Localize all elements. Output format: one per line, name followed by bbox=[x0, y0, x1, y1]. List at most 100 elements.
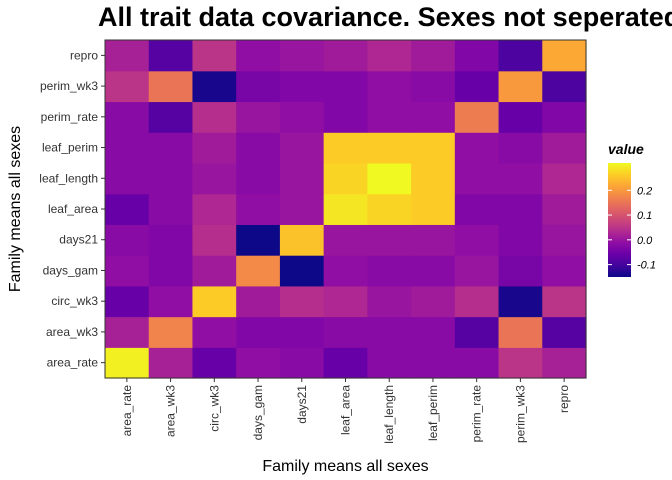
heatmap-cell-leaf_area-area_wk3 bbox=[148, 193, 194, 225]
y-tick-label: circ_wk3 bbox=[51, 294, 98, 308]
x-tick-label: leaf_length bbox=[382, 385, 396, 444]
heatmap-cell-days_gam-area_wk3 bbox=[148, 255, 194, 287]
heatmap-cell-area_wk3-repro bbox=[542, 316, 587, 348]
heatmap-cell-days_gam-perim_wk3 bbox=[498, 255, 543, 287]
heatmap-cell-circ_wk3-days21 bbox=[279, 285, 325, 318]
heatmap-cell-leaf_perim-perim_rate bbox=[454, 132, 500, 164]
heatmap-cell-days21-area_wk3 bbox=[148, 224, 194, 256]
x-tick-label: leaf_perim bbox=[426, 385, 440, 441]
x-tick-label: perim_wk3 bbox=[513, 385, 527, 443]
heatmap-cell-circ_wk3-perim_wk3 bbox=[498, 285, 543, 318]
heatmap-cell-leaf_area-perim_wk3 bbox=[498, 193, 543, 225]
heatmap-cell-area_wk3-perim_wk3 bbox=[498, 316, 543, 348]
heatmap-cell-leaf_length-leaf_area bbox=[323, 162, 368, 195]
y-tick-label: leaf_area bbox=[48, 202, 98, 216]
heatmap-cell-circ_wk3-area_wk3 bbox=[148, 285, 194, 318]
heatmap-cell-days_gam-circ_wk3 bbox=[192, 255, 237, 287]
heatmap-cell-circ_wk3-leaf_area bbox=[323, 285, 368, 318]
heatmap-cell-days21-leaf_length bbox=[367, 224, 412, 256]
heatmap-cell-leaf_area-leaf_area bbox=[323, 193, 368, 225]
y-tick-label: repro bbox=[70, 48, 98, 62]
heatmap-cell-leaf_perim-leaf_length bbox=[367, 132, 412, 164]
heatmap-cell-circ_wk3-days_gam bbox=[236, 285, 281, 318]
heatmap-cell-repro-area_wk3 bbox=[148, 40, 194, 72]
heatmap-cell-leaf_perim-days_gam bbox=[236, 132, 281, 164]
heatmap-cell-days_gam-leaf_area bbox=[323, 255, 368, 287]
heatmap-cell-area_wk3-circ_wk3 bbox=[192, 316, 237, 348]
heatmap-cell-area_wk3-leaf_length bbox=[367, 316, 412, 348]
legend-tick-label: 0.0 bbox=[637, 235, 653, 247]
heatmap-cell-repro-leaf_area bbox=[323, 40, 368, 72]
heatmap-cell-leaf_area-area_rate bbox=[105, 193, 150, 225]
legend-title: value bbox=[608, 141, 644, 157]
heatmap-cell-days21-perim_wk3 bbox=[498, 224, 543, 256]
heatmap-cell-repro-perim_rate bbox=[454, 40, 500, 72]
heatmap-cell-leaf_length-circ_wk3 bbox=[192, 162, 237, 195]
x-tick-label: days_gam bbox=[251, 385, 265, 440]
heatmap-cells bbox=[105, 40, 587, 379]
heatmap-cell-perim_rate-repro bbox=[542, 101, 587, 133]
heatmap-cell-days21-days_gam bbox=[236, 224, 281, 256]
heatmap-cell-leaf_perim-leaf_perim bbox=[411, 132, 456, 164]
y-tick-label: perim_wk3 bbox=[40, 79, 98, 93]
heatmap-cell-leaf_perim-area_wk3 bbox=[148, 132, 194, 164]
heatmap-cell-repro-leaf_perim bbox=[411, 40, 456, 72]
heatmap-cell-leaf_length-area_rate bbox=[105, 162, 150, 195]
heatmap-cell-circ_wk3-perim_rate bbox=[454, 285, 500, 318]
heatmap-cell-days_gam-repro bbox=[542, 255, 587, 287]
heatmap-cell-leaf_length-leaf_length bbox=[367, 162, 412, 195]
heatmap-cell-perim_wk3-days_gam bbox=[236, 70, 281, 103]
heatmap-cell-area_rate-perim_wk3 bbox=[498, 347, 543, 379]
heatmap-cell-perim_wk3-perim_wk3 bbox=[498, 70, 543, 103]
heatmap-cell-perim_wk3-area_rate bbox=[105, 70, 150, 103]
heatmap-cell-circ_wk3-leaf_length bbox=[367, 285, 412, 318]
y-tick-label: area_wk3 bbox=[46, 325, 98, 339]
heatmap-cell-perim_rate-days21 bbox=[279, 101, 325, 133]
heatmap-cell-area_wk3-leaf_area bbox=[323, 316, 368, 348]
heatmap-cell-area_rate-days_gam bbox=[236, 347, 281, 379]
y-tick-label: days21 bbox=[59, 233, 98, 247]
heatmap-cell-area_wk3-area_wk3 bbox=[148, 316, 194, 348]
heatmap-cell-area_wk3-leaf_perim bbox=[411, 316, 456, 348]
heatmap-cell-perim_wk3-leaf_perim bbox=[411, 70, 456, 103]
heatmap-cell-perim_wk3-perim_rate bbox=[454, 70, 500, 103]
heatmap-cell-leaf_perim-days21 bbox=[279, 132, 325, 164]
heatmap-cell-repro-area_rate bbox=[105, 40, 150, 72]
heatmap-cell-circ_wk3-leaf_perim bbox=[411, 285, 456, 318]
x-tick-label: leaf_area bbox=[339, 385, 353, 435]
heatmap-cell-days21-leaf_area bbox=[323, 224, 368, 256]
heatmap-cell-leaf_area-repro bbox=[542, 193, 587, 225]
x-tick-label: repro bbox=[557, 385, 571, 413]
color-legend: value 0.2 0.1 0.0 -0.1 bbox=[608, 141, 656, 277]
heatmap-cell-leaf_area-leaf_perim bbox=[411, 193, 456, 225]
heatmap-cell-leaf_length-area_wk3 bbox=[148, 162, 194, 195]
heatmap-cell-area_wk3-perim_rate bbox=[454, 316, 500, 348]
x-tick-label: area_rate bbox=[120, 385, 134, 437]
chart-title: All trait data covariance. Sexes not sep… bbox=[98, 2, 672, 32]
x-tick-label: perim_rate bbox=[470, 385, 484, 443]
heatmap-cell-days_gam-leaf_length bbox=[367, 255, 412, 287]
heatmap-cell-circ_wk3-circ_wk3 bbox=[192, 285, 237, 318]
heatmap-cell-leaf_area-days_gam bbox=[236, 193, 281, 225]
legend-colorbar bbox=[608, 163, 631, 277]
heatmap-cell-days21-circ_wk3 bbox=[192, 224, 237, 256]
heatmap-cell-area_rate-leaf_perim bbox=[411, 347, 456, 379]
x-tick-label: circ_wk3 bbox=[207, 385, 221, 432]
heatmap-cell-leaf_perim-repro bbox=[542, 132, 587, 164]
heatmap-cell-perim_rate-area_wk3 bbox=[148, 101, 194, 133]
heatmap-cell-repro-repro bbox=[542, 40, 587, 72]
heatmap-cell-circ_wk3-area_rate bbox=[105, 285, 150, 318]
heatmap-cell-perim_rate-perim_rate bbox=[454, 101, 500, 133]
y-axis-ticks: area_rate area_wk3 circ_wk3 days_gam days21 l… bbox=[39, 48, 105, 370]
heatmap-cell-area_rate-repro bbox=[542, 347, 587, 379]
heatmap-cell-area_rate-circ_wk3 bbox=[192, 347, 237, 379]
heatmap-cell-days_gam-days_gam bbox=[236, 255, 281, 287]
heatmap-cell-leaf_perim-leaf_area bbox=[323, 132, 368, 164]
heatmap-cell-perim_wk3-leaf_area bbox=[323, 70, 368, 103]
heatmap-cell-days_gam-area_rate bbox=[105, 255, 150, 287]
heatmap-cell-days21-perim_rate bbox=[454, 224, 500, 256]
x-tick-label: days21 bbox=[295, 385, 309, 424]
heatmap-cell-repro-circ_wk3 bbox=[192, 40, 237, 72]
heatmap-cell-area_rate-area_wk3 bbox=[148, 347, 194, 379]
